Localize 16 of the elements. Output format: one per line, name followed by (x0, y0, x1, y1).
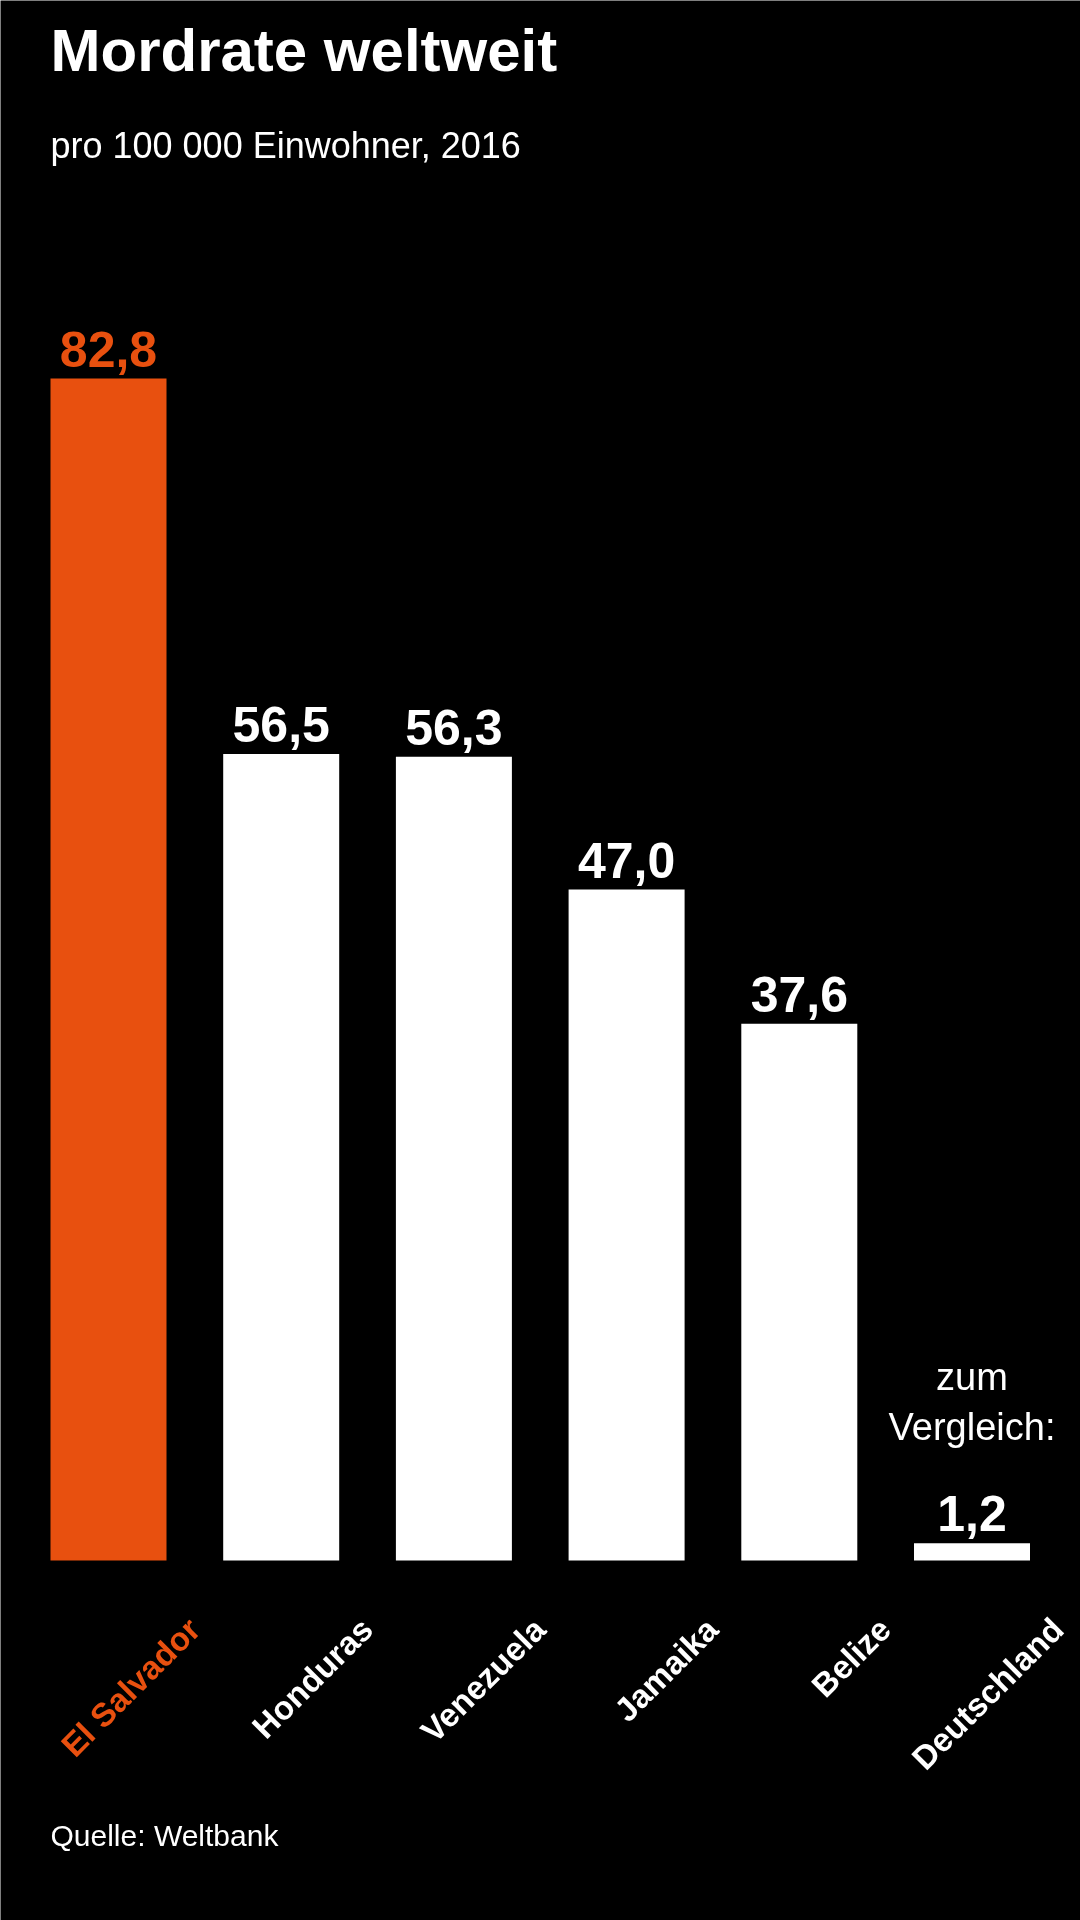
bar (568, 889, 685, 1561)
data-label: 82,8 (59, 321, 158, 378)
bar (914, 1543, 1030, 1561)
bar (395, 756, 512, 1561)
bar (741, 1023, 858, 1561)
annotation: zum Vergleich: (888, 1355, 1056, 1449)
bar (50, 378, 167, 1561)
data-label: 37,6 (750, 966, 848, 1023)
chart-title: Mordrate weltweit (50, 17, 558, 84)
data-label: 56,5 (232, 696, 330, 753)
source-note: Quelle: Weltbank (50, 1819, 280, 1852)
data-label: 1,2 (937, 1486, 1007, 1543)
data-label: 47,0 (577, 832, 676, 889)
data-label: 56,3 (405, 699, 503, 756)
bar (223, 753, 340, 1561)
chart-subtitle: pro 100 000 Einwohner, 2016 (50, 125, 521, 166)
